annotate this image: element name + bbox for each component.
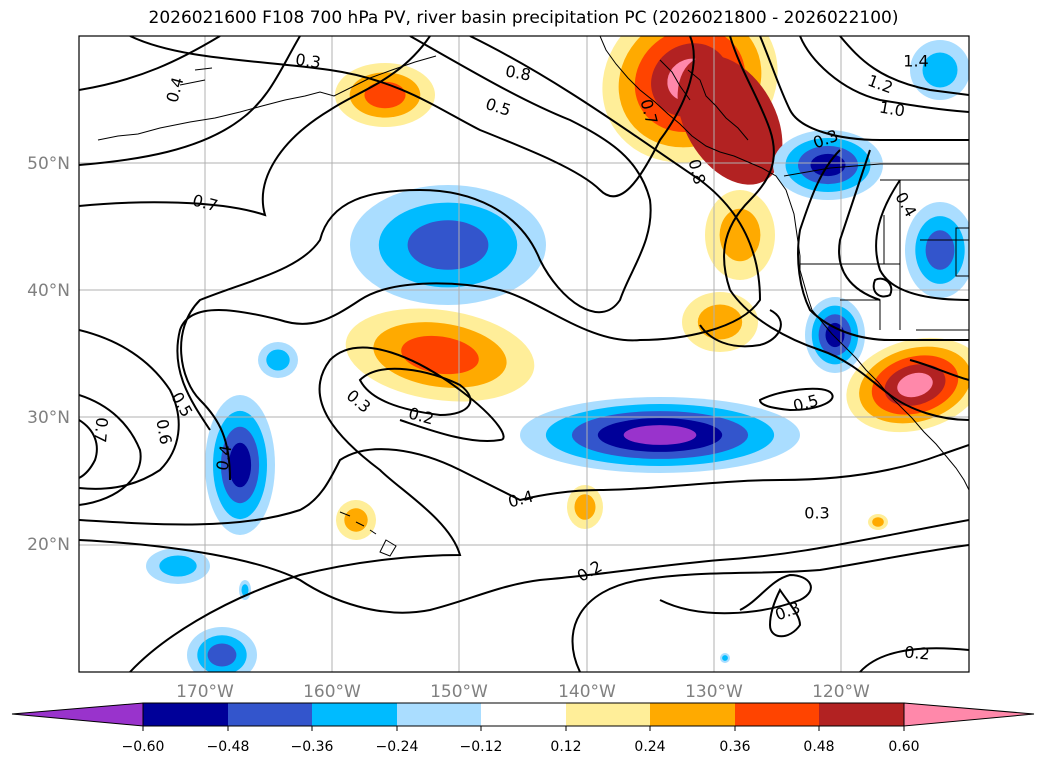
contour-label: 0.4 [506, 487, 536, 512]
contour-label: 0.7 [191, 191, 221, 216]
contour-label: 0.5 [791, 391, 821, 416]
contour-label: 1.4 [903, 52, 928, 71]
pv-contours [79, 36, 969, 672]
colorbar-segment-n048 [143, 703, 228, 726]
colorbar-segment-p012 [566, 703, 650, 726]
precip-blob-15-level-n048 [228, 442, 252, 488]
contour-label: 0.7 [90, 417, 111, 444]
precip-blob-9-level-p024 [872, 517, 884, 527]
colorbar-tick-labels: −0.60 −0.48 −0.36 −0.24 −0.12 0.12 0.24 … [122, 739, 920, 755]
contour-label: 0.3 [804, 504, 829, 523]
contour-label: 0.2 [574, 557, 606, 586]
cb-tick-n012: −0.12 [460, 739, 503, 755]
map-frame [78, 35, 970, 673]
contour-label: 0.5 [483, 94, 513, 120]
colorbar-extend-max [903, 702, 1035, 727]
lon-tick-120w: 120°W [812, 682, 870, 702]
contour-label: 0.3 [294, 50, 322, 72]
contour-label: 0.3 [343, 386, 375, 417]
precip-blob-11-level-n060 [623, 425, 697, 445]
map-area [79, 36, 969, 672]
precip-blob-7-level-p024 [574, 494, 596, 520]
lat-tick-20n: 20°N [27, 535, 70, 555]
precip-blob-16-level-n024 [922, 52, 958, 88]
contour-label: 0.4 [212, 444, 235, 472]
precip-blob-4-level-p024 [697, 304, 743, 340]
precip-blob-20-level-n024 [241, 584, 249, 596]
precip-blob-3-level-p024 [719, 208, 761, 262]
lat-tick-labels: 50°N 40°N 30°N 20°N [27, 154, 70, 555]
precip-blob-2-level-p036 [364, 81, 406, 109]
lat-tick-50n: 50°N [27, 154, 70, 174]
precip-blob-1-level-p048 [677, 55, 783, 185]
lon-tick-labels: 170°W 160°W 150°W 140°W 130°W 120°W [176, 682, 870, 702]
contour-label: 0.6 [152, 418, 175, 446]
colorbar-segment-p024 [650, 703, 735, 726]
colorbar-frame [142, 702, 905, 727]
precip-blob-6-level-p060 [897, 372, 933, 398]
colorbar-segment-n036 [228, 703, 312, 726]
lon-tick-160w: 160°W [303, 682, 361, 702]
precip-blob-19-level-n036 [207, 643, 237, 667]
cb-tick-n048: −0.48 [207, 739, 250, 755]
lon-tick-150w: 150°W [430, 682, 488, 702]
colorbar-segment-p036 [735, 703, 819, 726]
precip-blob-10-level-n036 [407, 220, 489, 270]
lon-tick-130w: 130°W [685, 682, 743, 702]
precip-shading [146, 36, 969, 672]
precip-blob-18-level-n024 [159, 555, 197, 577]
lon-tick-170w: 170°W [176, 682, 234, 702]
lat-tick-30n: 30°N [27, 408, 70, 428]
cb-tick-p048: 0.48 [803, 739, 834, 755]
contour-label: 0.2 [407, 404, 437, 429]
cb-tick-n036: −0.36 [291, 739, 334, 755]
colorbar-segment-n012 [397, 703, 481, 726]
cb-tick-p036: 0.36 [719, 739, 750, 755]
colorbar-segment-white [481, 703, 566, 726]
precip-blob-13-level-n036 [925, 230, 955, 270]
colorbar-segment-p048 [819, 703, 904, 726]
colorbar-extend-min [11, 702, 144, 727]
lat-tick-40n: 40°N [27, 281, 70, 301]
contour-label: 1.0 [878, 97, 906, 120]
precip-blob-21-level-n024 [722, 655, 728, 661]
contour-label: 0.2 [904, 642, 931, 663]
contour-label: 0.4 [163, 75, 188, 105]
cb-tick-p060: 0.60 [888, 739, 919, 755]
cb-tick-n060: −0.60 [122, 739, 165, 755]
colorbar-segment-n024 [312, 703, 397, 726]
cb-tick-p012: 0.12 [550, 739, 581, 755]
map-title: 2026021600 F108 700 hPa PV, river basin … [148, 8, 899, 28]
cb-tick-n024: −0.24 [376, 739, 419, 755]
precip-blob-8-level-p024 [344, 508, 368, 532]
colorbar [11, 702, 1035, 731]
lon-tick-140w: 140°W [558, 682, 616, 702]
contour-label: 0.8 [504, 61, 532, 84]
precip-blob-17-level-n024 [266, 349, 290, 371]
cb-tick-p024: 0.24 [634, 739, 665, 755]
contour-label: 1.2 [865, 71, 895, 98]
